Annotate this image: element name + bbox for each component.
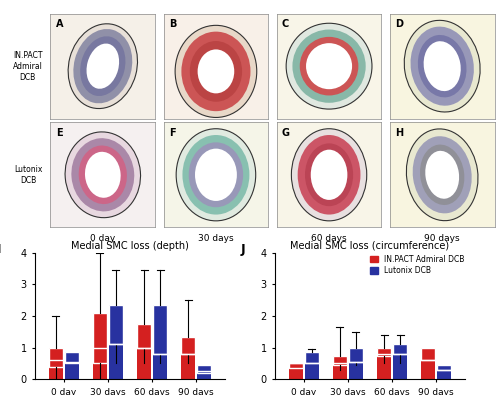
- Ellipse shape: [190, 41, 242, 102]
- Ellipse shape: [298, 135, 360, 214]
- Bar: [93, 313, 107, 379]
- Bar: [48, 348, 63, 367]
- Bar: [349, 348, 363, 362]
- Ellipse shape: [72, 138, 134, 211]
- Bar: [393, 344, 407, 379]
- Bar: [153, 305, 167, 354]
- Bar: [377, 348, 391, 379]
- Text: G: G: [282, 128, 290, 138]
- Bar: [182, 337, 196, 379]
- Ellipse shape: [85, 152, 120, 198]
- Text: E: E: [56, 128, 62, 138]
- Bar: [197, 365, 212, 379]
- Bar: [48, 348, 63, 379]
- Ellipse shape: [306, 43, 352, 89]
- Ellipse shape: [68, 24, 138, 109]
- Ellipse shape: [188, 142, 243, 207]
- Bar: [422, 348, 436, 360]
- Bar: [333, 356, 347, 365]
- Bar: [197, 365, 212, 373]
- Text: IN.PACT
Admiral
DCB: IN.PACT Admiral DCB: [12, 51, 42, 82]
- Ellipse shape: [78, 145, 127, 204]
- Ellipse shape: [176, 129, 256, 221]
- Ellipse shape: [65, 132, 140, 218]
- Text: D: D: [395, 19, 403, 29]
- Bar: [288, 363, 303, 368]
- Ellipse shape: [195, 149, 237, 201]
- Text: C: C: [282, 19, 289, 29]
- Ellipse shape: [310, 150, 348, 200]
- Text: I: I: [0, 243, 2, 256]
- Ellipse shape: [74, 29, 132, 103]
- Text: F: F: [169, 128, 175, 138]
- Text: B: B: [169, 19, 176, 29]
- Bar: [422, 348, 436, 379]
- Bar: [333, 356, 347, 379]
- Bar: [153, 305, 167, 379]
- Ellipse shape: [292, 30, 366, 103]
- Text: 30 days: 30 days: [198, 235, 234, 243]
- Ellipse shape: [292, 129, 366, 221]
- Bar: [304, 352, 318, 379]
- Title: Medial SMC loss (circumference): Medial SMC loss (circumference): [290, 241, 450, 251]
- Ellipse shape: [182, 32, 250, 111]
- Bar: [393, 344, 407, 354]
- Ellipse shape: [300, 37, 358, 96]
- Bar: [137, 324, 151, 379]
- Bar: [437, 365, 452, 370]
- Bar: [64, 352, 78, 363]
- Bar: [182, 337, 196, 354]
- Bar: [64, 352, 78, 379]
- Ellipse shape: [182, 135, 250, 214]
- Ellipse shape: [418, 35, 467, 98]
- Ellipse shape: [86, 43, 119, 89]
- Title: Medial SMC loss (depth): Medial SMC loss (depth): [71, 241, 189, 251]
- Bar: [377, 348, 391, 356]
- Bar: [137, 324, 151, 348]
- Ellipse shape: [198, 49, 234, 93]
- Bar: [93, 313, 107, 363]
- Ellipse shape: [424, 41, 461, 91]
- Bar: [304, 352, 318, 363]
- Ellipse shape: [175, 25, 257, 117]
- Bar: [437, 365, 452, 379]
- Text: 0 day: 0 day: [90, 235, 116, 243]
- Ellipse shape: [420, 145, 465, 205]
- Text: A: A: [56, 19, 63, 29]
- Text: Lutonix
DCB: Lutonix DCB: [14, 165, 42, 185]
- Text: 90 days: 90 days: [424, 235, 460, 243]
- Ellipse shape: [305, 143, 353, 206]
- Ellipse shape: [412, 136, 472, 213]
- Ellipse shape: [410, 26, 474, 106]
- Ellipse shape: [406, 129, 478, 221]
- Ellipse shape: [426, 151, 459, 199]
- Bar: [288, 363, 303, 379]
- Bar: [109, 305, 123, 344]
- Ellipse shape: [286, 23, 372, 109]
- Legend: IN.PACT Admiral DCB, Lutonix DCB: IN.PACT Admiral DCB, Lutonix DCB: [370, 254, 465, 276]
- Text: 60 days: 60 days: [311, 235, 347, 243]
- Bar: [109, 305, 123, 379]
- Text: J: J: [241, 243, 246, 256]
- Ellipse shape: [404, 20, 480, 112]
- Ellipse shape: [80, 36, 126, 96]
- Text: H: H: [395, 128, 403, 138]
- Bar: [349, 348, 363, 379]
